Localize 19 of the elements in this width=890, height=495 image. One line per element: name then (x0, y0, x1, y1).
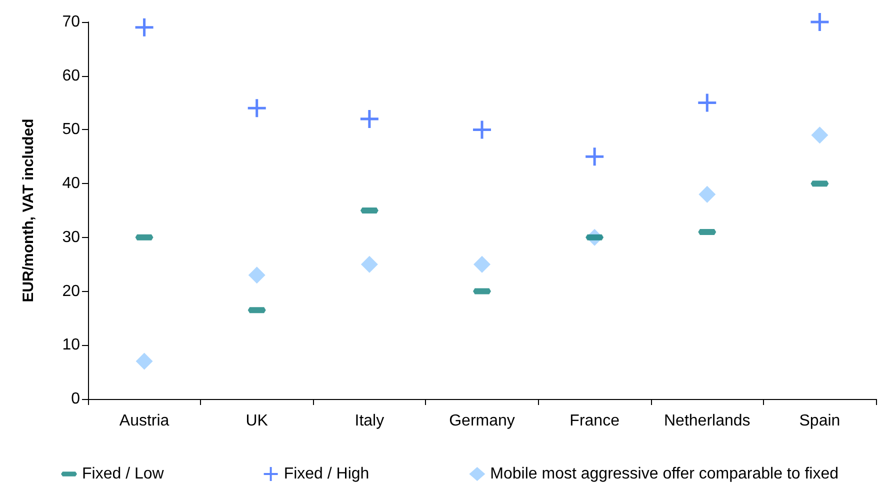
y-tick-label: 70 (62, 14, 80, 30)
y-tick-label: 50 (62, 121, 80, 138)
x-tick-label: UK (246, 412, 268, 430)
x-tick-label: Netherlands (664, 412, 750, 430)
x-tick-label: Germany (449, 412, 515, 430)
y-tick-label: 20 (62, 282, 80, 300)
y-tick-label: 0 (71, 390, 80, 408)
y-axis-title: EUR/month, VAT included (20, 118, 37, 302)
x-tick-label: Italy (354, 412, 384, 430)
y-tick-label: 40 (62, 175, 80, 192)
y-tick-label: 10 (62, 336, 80, 354)
x-tick-label: Spain (799, 412, 840, 430)
y-tick-label: 30 (62, 228, 80, 246)
x-tick-label: France (570, 412, 620, 430)
y-tick-label: 60 (62, 67, 80, 84)
x-tick-label: Austria (119, 412, 170, 430)
legend-label: Mobile most aggressive offer comparable to fixed (490, 466, 839, 482)
legend-label: Fixed / High (284, 466, 370, 482)
legend-label: Fixed / Low (82, 466, 164, 482)
